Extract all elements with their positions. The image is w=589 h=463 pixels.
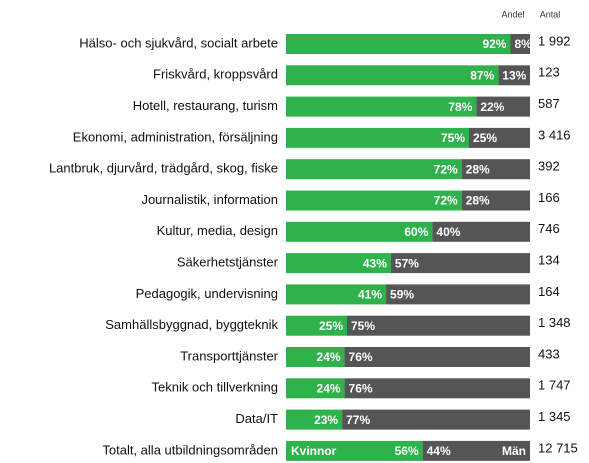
- count-label: 1 992: [538, 33, 571, 48]
- count-label: 166: [538, 190, 560, 205]
- count-label: 12 715: [538, 440, 578, 455]
- bar-segment: [432, 221, 530, 242]
- bar-segment: [286, 253, 391, 274]
- category-label: Transporttjänster: [180, 348, 278, 363]
- value-label: 43%: [363, 256, 387, 270]
- bar-segment: [461, 159, 530, 180]
- bar-segment: [390, 253, 530, 274]
- count-label: 1 747: [538, 378, 571, 393]
- bar-segment: [286, 34, 511, 54]
- value-label: 76%: [349, 381, 373, 395]
- value-label: 60%: [404, 225, 428, 239]
- count-label: 1 348: [538, 315, 571, 330]
- value-label: 87%: [470, 68, 494, 82]
- bar-segment: [286, 378, 345, 399]
- bar-segment: [286, 347, 345, 367]
- value-label: 75%: [351, 319, 375, 333]
- category-label: Pedagogik, undervisning: [136, 286, 278, 301]
- value-label: 25%: [319, 319, 343, 333]
- bar-segment: [286, 440, 423, 461]
- count-label: 123: [538, 65, 560, 80]
- value-label: 56%: [395, 444, 419, 458]
- bar-segment: [286, 315, 347, 336]
- value-label: 57%: [395, 256, 419, 270]
- bar-segment: [469, 127, 530, 148]
- category-label: Samhällsbyggnad, byggteknik: [105, 317, 278, 332]
- value-label: 40%: [436, 225, 460, 239]
- category-label: Hotell, restaurang, turism: [133, 98, 278, 113]
- value-label: 75%: [441, 131, 465, 145]
- share-header: Andel: [501, 9, 524, 19]
- value-label: 59%: [390, 288, 414, 302]
- value-label: 8%: [514, 37, 532, 51]
- count-label: 134: [538, 253, 560, 268]
- value-label: 24%: [317, 350, 341, 364]
- bar-segment: [386, 284, 530, 305]
- bar-segment: [286, 190, 462, 211]
- value-label: 28%: [466, 162, 490, 176]
- category-label: Säkerhetstjänster: [177, 255, 279, 270]
- bar-segment: [286, 159, 462, 180]
- value-label: 24%: [317, 381, 341, 395]
- bar-segment: [286, 284, 387, 305]
- bar-segment: [286, 221, 433, 242]
- count-label: 746: [538, 221, 560, 236]
- value-label: 72%: [434, 162, 458, 176]
- bar-segment: [344, 347, 530, 367]
- category-label: Friskvård, kroppsvård: [153, 67, 278, 82]
- bar-segment: [498, 65, 530, 86]
- bar-segment: [286, 409, 343, 430]
- category-label: Hälso- och sjukvård, socialt arbete: [79, 35, 278, 50]
- value-label: 78%: [448, 100, 472, 114]
- count-label: 392: [538, 159, 560, 174]
- value-label: 77%: [346, 413, 370, 427]
- category-label: Ekonomi, administration, försäljning: [73, 129, 278, 144]
- value-label: 92%: [482, 37, 506, 51]
- value-label: 72%: [434, 194, 458, 208]
- value-label: 23%: [314, 413, 338, 427]
- value-label: 76%: [349, 350, 373, 364]
- count-header: Antal: [540, 9, 561, 19]
- legend-label: Män: [502, 444, 526, 458]
- category-label: Kultur, media, design: [157, 223, 278, 238]
- legend-label: Kvinnor: [291, 444, 337, 458]
- bar-segment: [286, 65, 499, 86]
- count-label: 164: [538, 284, 560, 299]
- bar-segment: [347, 315, 530, 336]
- value-label: 22%: [480, 100, 504, 114]
- category-label: Totalt, alla utbildningsområden: [102, 442, 278, 457]
- value-label: 41%: [358, 288, 382, 302]
- bar-segment: [286, 127, 469, 148]
- count-label: 3 416: [538, 127, 571, 142]
- category-label: Data/IT: [235, 411, 278, 426]
- bar-segment: [286, 96, 477, 117]
- bar-segment: [476, 96, 530, 117]
- value-label: 13%: [502, 68, 526, 82]
- bar-segment: [344, 378, 530, 399]
- category-label: Lantbruk, djurvård, trädgård, skog, fisk…: [49, 161, 278, 176]
- category-label: Teknik och tillverkning: [152, 380, 278, 395]
- count-label: 587: [538, 96, 560, 111]
- value-label: 44%: [427, 444, 451, 458]
- value-label: 28%: [466, 194, 490, 208]
- count-label: 1 345: [538, 409, 571, 424]
- category-label: Journalistik, information: [141, 192, 278, 207]
- bar-segment: [510, 34, 530, 54]
- value-label: 25%: [473, 131, 497, 145]
- count-label: 433: [538, 346, 560, 361]
- bar-segment: [342, 409, 530, 430]
- bar-segment: [461, 190, 530, 211]
- bar-segment: [422, 440, 530, 461]
